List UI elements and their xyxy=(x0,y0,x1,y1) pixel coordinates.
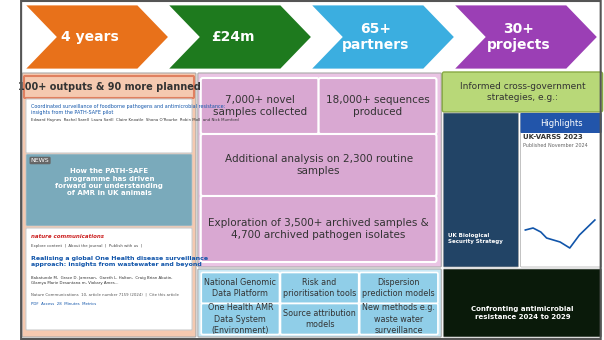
Text: Coordinated surveillance of foodborne pathogens and antimicrobial resistance:
in: Coordinated surveillance of foodborne pa… xyxy=(31,104,225,115)
FancyBboxPatch shape xyxy=(442,72,603,112)
FancyBboxPatch shape xyxy=(24,76,194,98)
Text: Confronting antimicrobial
resistance 2024 to 2029: Confronting antimicrobial resistance 202… xyxy=(471,306,574,320)
Polygon shape xyxy=(166,4,313,70)
Text: Additional analysis on 2,300 routine
samples: Additional analysis on 2,300 routine sam… xyxy=(225,154,413,176)
Text: 4 years: 4 years xyxy=(61,30,119,44)
Polygon shape xyxy=(452,4,599,70)
Polygon shape xyxy=(309,4,456,70)
FancyBboxPatch shape xyxy=(280,272,359,304)
FancyBboxPatch shape xyxy=(319,78,437,134)
Text: How the PATH-SAFE
programme has driven
forward our understanding
of AMR in UK an: How the PATH-SAFE programme has driven f… xyxy=(55,168,163,196)
FancyBboxPatch shape xyxy=(26,228,192,330)
Text: Explore content  |  About the journal  |  Publish with us  |: Explore content | About the journal | Pu… xyxy=(31,244,142,248)
FancyBboxPatch shape xyxy=(201,134,437,196)
Text: 18,000+ sequences
produced: 18,000+ sequences produced xyxy=(326,95,429,117)
Text: Risk and
prioritisation tools: Risk and prioritisation tools xyxy=(283,278,356,298)
Text: 7,000+ novel
samples collected: 7,000+ novel samples collected xyxy=(213,95,307,117)
Text: Published November 2024: Published November 2024 xyxy=(524,143,588,148)
FancyBboxPatch shape xyxy=(443,269,602,337)
FancyBboxPatch shape xyxy=(201,196,437,262)
FancyBboxPatch shape xyxy=(198,73,442,267)
Text: Edward Haynes  Rachel Sarell  Laura Sarill  Claire Knoatle  Shona O'Rourke  Robi: Edward Haynes Rachel Sarell Laura Sarill… xyxy=(31,118,239,122)
FancyBboxPatch shape xyxy=(26,99,192,153)
Text: One Health AMR
Data System
(Environment): One Health AMR Data System (Environment) xyxy=(208,303,273,335)
FancyBboxPatch shape xyxy=(280,304,359,335)
Text: UK-VARSS 2023: UK-VARSS 2023 xyxy=(524,134,583,140)
Text: Realising a global One Health disease surveillance
approach: insights from waste: Realising a global One Health disease su… xyxy=(31,256,208,267)
Text: £24m: £24m xyxy=(211,30,255,44)
Text: Dispersion
prediction models: Dispersion prediction models xyxy=(362,278,435,298)
Text: UK Biological
Security Strategy: UK Biological Security Strategy xyxy=(448,233,503,244)
FancyBboxPatch shape xyxy=(201,78,319,134)
Text: Babatunde M,  Grace D. Jameson,  Gareth L. Halton,  Craig Brian Abutin,
Glamya M: Babatunde M, Grace D. Jameson, Gareth L.… xyxy=(31,276,172,285)
FancyBboxPatch shape xyxy=(521,113,602,133)
Text: New methods e.g.
waste water
surveillance: New methods e.g. waste water surveillanc… xyxy=(362,303,435,335)
FancyBboxPatch shape xyxy=(521,113,602,267)
Polygon shape xyxy=(23,4,170,70)
Text: PDF  Access  28  Minutes  Metrics: PDF Access 28 Minutes Metrics xyxy=(31,302,96,306)
FancyBboxPatch shape xyxy=(359,272,438,304)
Text: nature communications: nature communications xyxy=(31,234,104,239)
Text: 100+ outputs & 90 more planned: 100+ outputs & 90 more planned xyxy=(18,82,201,92)
Text: 65+
partners: 65+ partners xyxy=(342,22,410,52)
FancyBboxPatch shape xyxy=(359,304,438,335)
Text: Exploration of 3,500+ archived samples &
4,700 archived pathogen isolates: Exploration of 3,500+ archived samples &… xyxy=(208,218,429,240)
FancyBboxPatch shape xyxy=(22,73,196,337)
Text: Highlights: Highlights xyxy=(540,119,582,128)
Text: Informed cross-government
strategies, e.g.:: Informed cross-government strategies, e.… xyxy=(460,82,585,102)
Text: 30+
projects: 30+ projects xyxy=(487,22,551,52)
Text: National Genomic
Data Platform: National Genomic Data Platform xyxy=(204,278,277,298)
Text: Nature Communications  10, article number 7159 (2024)  |  Cite this article: Nature Communications 10, article number… xyxy=(31,292,179,296)
FancyBboxPatch shape xyxy=(443,113,519,267)
FancyBboxPatch shape xyxy=(201,304,280,335)
Text: Source attribution
models: Source attribution models xyxy=(283,309,356,329)
FancyBboxPatch shape xyxy=(201,272,280,304)
FancyBboxPatch shape xyxy=(26,154,192,226)
Text: NEWS: NEWS xyxy=(31,158,50,163)
FancyBboxPatch shape xyxy=(198,269,442,337)
